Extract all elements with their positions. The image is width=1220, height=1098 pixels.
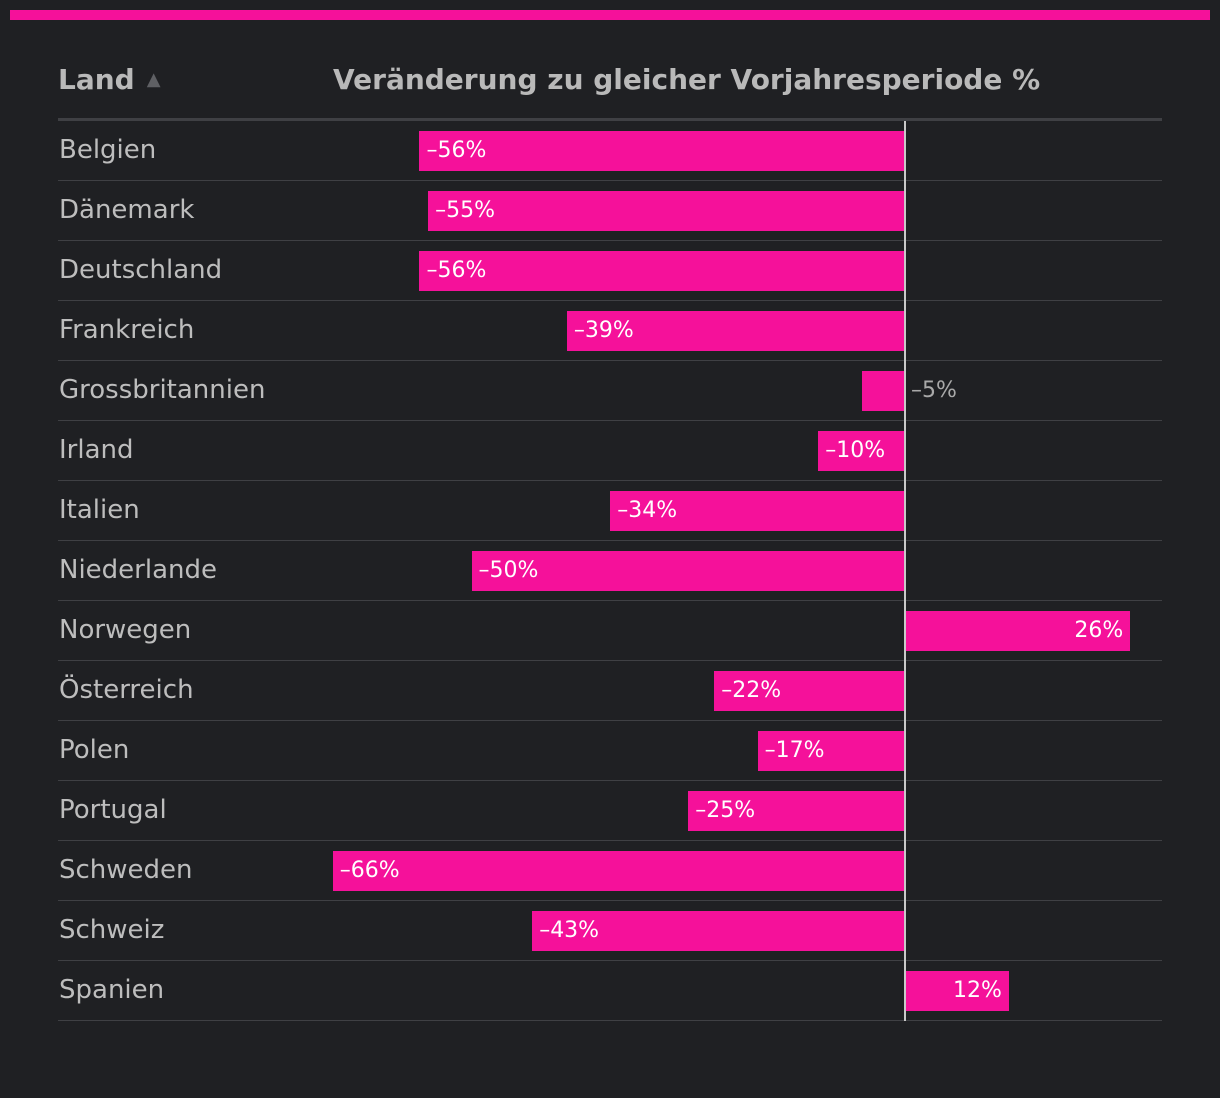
table-row: Deutschland –56% (58, 241, 1162, 301)
country-name: Grossbritannien (59, 375, 266, 405)
bar-value-label: –43% (539, 918, 600, 943)
bar-value-label: –5% (911, 378, 957, 403)
bar-value-label: –22% (721, 678, 782, 703)
country-name: Italien (59, 495, 140, 525)
bar-area: –5% (58, 361, 1162, 420)
table-row: Schweiz –43% (58, 901, 1162, 961)
column-header-land-label: Land (58, 63, 135, 96)
table-row: Norwegen 26% (58, 601, 1162, 661)
country-name: Dänemark (59, 195, 195, 225)
bar-area: –17% (58, 721, 1162, 780)
bar-area: 26% (58, 601, 1162, 660)
sort-ascending-icon[interactable]: ▲ (146, 69, 161, 90)
table-header: Land ▲ Veränderung zu gleicher Vorjahresp… (58, 40, 1162, 121)
accent-top-bar (10, 10, 1210, 20)
table-row: Polen –17% (58, 721, 1162, 781)
bar (905, 611, 1131, 651)
bar-value-label: –39% (573, 318, 634, 343)
country-name: Niederlande (59, 555, 217, 585)
bar-area: –34% (58, 481, 1162, 540)
table-row: Italien –34% (58, 481, 1162, 541)
bar (332, 851, 905, 891)
country-name: Deutschland (59, 255, 223, 285)
table-body: Belgien –56% Dänemark –55% Deutschland –56% Fr… (58, 121, 1162, 1021)
bar-value-label: –55% (435, 198, 496, 223)
country-name: Belgien (59, 135, 157, 165)
bar (471, 551, 905, 591)
bar-area: –66% (58, 841, 1162, 900)
table-row: Schweden –66% (58, 841, 1162, 901)
table-row: Niederlande –50% (58, 541, 1162, 601)
table-row: Spanien 12% (58, 961, 1162, 1021)
bar-area: –50% (58, 541, 1162, 600)
bar-area: –22% (58, 661, 1162, 720)
bar-value-label: 12% (953, 978, 1002, 1003)
country-name: Norwegen (59, 615, 192, 645)
bar-value-label: –25% (695, 798, 756, 823)
bar-area: –56% (58, 241, 1162, 300)
bar (714, 671, 905, 711)
table-row: Frankreich –39% (58, 301, 1162, 361)
bar (566, 311, 905, 351)
bar-value-label: –34% (617, 498, 678, 523)
bar-value-label: –56% (426, 138, 487, 163)
country-name: Schweden (59, 855, 193, 885)
country-name: Spanien (59, 975, 165, 1005)
bar-area: 12% (58, 961, 1162, 1020)
bar-area: –39% (58, 301, 1162, 360)
bar-value-label: –66% (339, 858, 400, 883)
bar (905, 971, 1010, 1011)
bar (428, 191, 905, 231)
bar-value-label: –17% (764, 738, 825, 763)
bar-area: –43% (58, 901, 1162, 960)
bar (532, 911, 905, 951)
country-name: Österreich (59, 675, 194, 705)
table-row: Dänemark –55% (58, 181, 1162, 241)
bar-value-label: –10% (825, 438, 886, 463)
bar (419, 131, 905, 171)
data-table: Land ▲ Veränderung zu gleicher Vorjahresp… (58, 40, 1162, 1021)
bar (818, 431, 905, 471)
table-row: Grossbritannien –5% (58, 361, 1162, 421)
bar (757, 731, 905, 771)
country-name: Polen (59, 735, 130, 765)
bar (419, 251, 905, 291)
bar-value-label: –56% (426, 258, 487, 283)
bar (610, 491, 905, 531)
column-header-change: Veränderung zu gleicher Vorjahresperiode… (333, 63, 1041, 96)
bar-area: –56% (58, 121, 1162, 180)
country-name: Portugal (59, 795, 167, 825)
country-name: Irland (59, 435, 134, 465)
bar-value-label: 26% (1074, 618, 1124, 643)
bar-area: –25% (58, 781, 1162, 840)
bar (688, 791, 905, 831)
bar-area: –55% (58, 181, 1162, 240)
bar-value-label: –50% (478, 558, 539, 583)
bar (861, 371, 905, 411)
table-row: Österreich –22% (58, 661, 1162, 721)
table-row: Portugal –25% (58, 781, 1162, 841)
table-row: Irland –10% (58, 421, 1162, 481)
country-name: Frankreich (59, 315, 195, 345)
table-row: Belgien –56% (58, 121, 1162, 181)
bar-area: –10% (58, 421, 1162, 480)
country-name: Schweiz (59, 915, 165, 945)
column-header-land[interactable]: Land ▲ (58, 63, 161, 96)
zero-line (904, 121, 906, 1021)
